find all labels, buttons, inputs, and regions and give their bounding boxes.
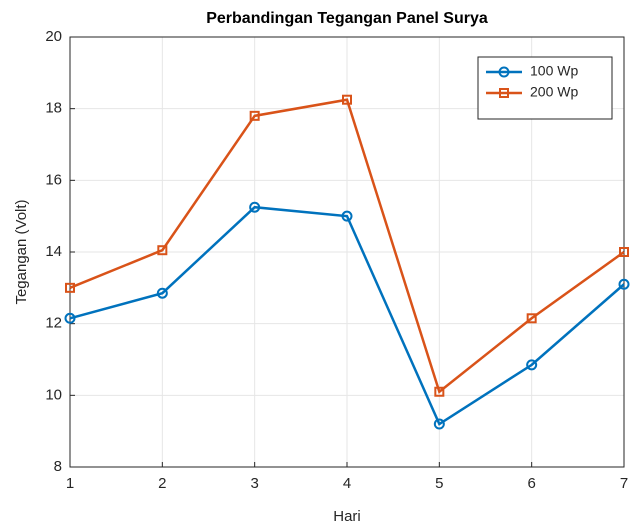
y-tick-label: 18 [45, 100, 62, 117]
legend: 100 Wp 200 Wp [477, 56, 613, 120]
legend-label: 200 Wp [530, 84, 578, 100]
legend-label: 100 Wp [530, 63, 578, 79]
line [69, 205, 625, 426]
y-tick-label: 10 [45, 386, 62, 403]
legend-marker [499, 88, 509, 98]
x-tick-label: 7 [620, 475, 628, 492]
line [69, 98, 625, 394]
point [618, 278, 630, 290]
point [249, 110, 260, 121]
series [64, 201, 630, 430]
point [434, 386, 445, 397]
point [157, 245, 168, 256]
y-tick-label: 12 [45, 315, 62, 332]
point [619, 247, 629, 257]
series [65, 94, 629, 397]
y-tick-label: 20 [45, 28, 62, 45]
point [342, 94, 352, 105]
point [64, 312, 76, 324]
x-tick-label: 5 [435, 475, 443, 492]
y-tick-label: 8 [54, 458, 62, 475]
point [249, 201, 261, 213]
point [65, 282, 75, 293]
y-tick-label: 14 [45, 243, 62, 260]
x-tick-label: 4 [343, 475, 351, 492]
point [341, 210, 353, 222]
chart-title: Perbandingan Tegangan Panel Surya [206, 10, 488, 27]
point [526, 313, 537, 324]
x-tick-label: 1 [66, 475, 74, 492]
x-tick-label: 6 [527, 475, 535, 492]
y-axis-label: Tegangan (Volt) [13, 199, 30, 304]
x-axis-label: Hari [333, 508, 361, 525]
x-tick-label: 3 [250, 475, 258, 492]
point [156, 287, 168, 299]
point [526, 359, 538, 371]
x-tick-label: 2 [158, 475, 166, 492]
y-tick-label: 16 [45, 171, 62, 188]
legend-marker [498, 66, 510, 78]
point [433, 418, 445, 430]
